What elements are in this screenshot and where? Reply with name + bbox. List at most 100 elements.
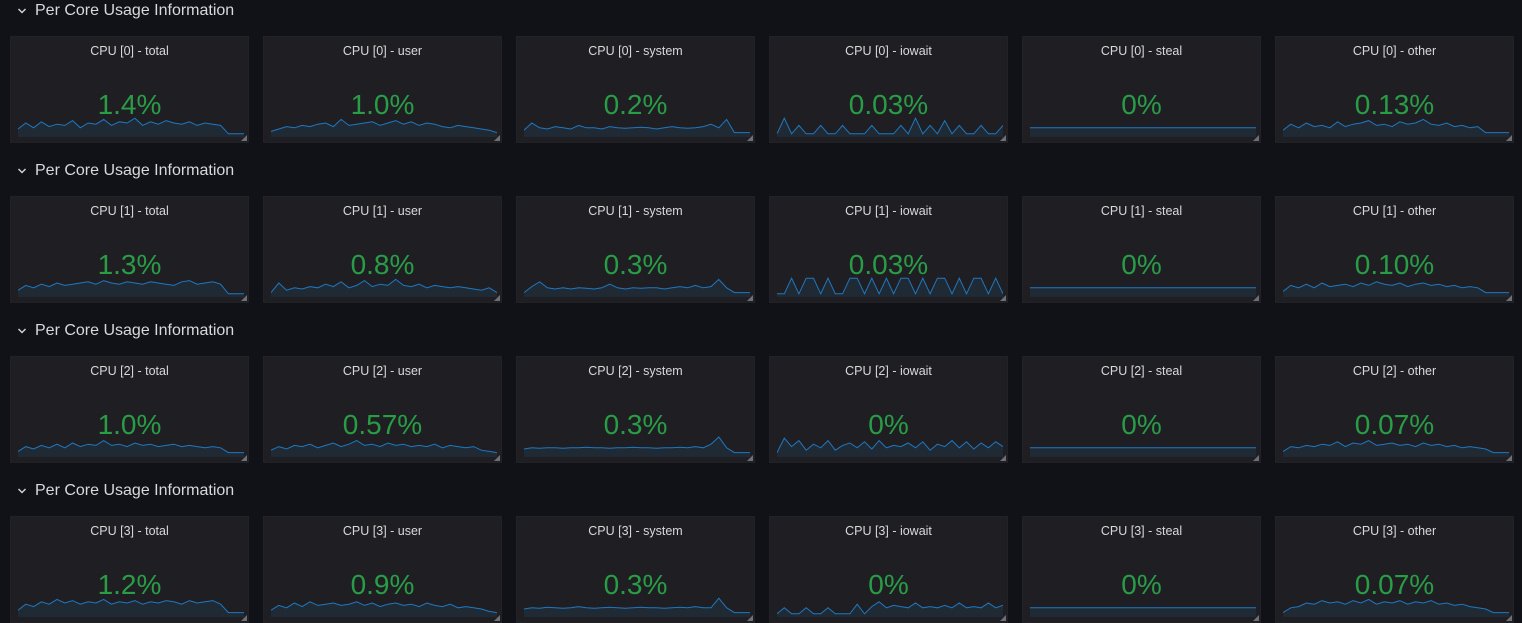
chevron-down-icon[interactable] (15, 324, 29, 338)
panel-title[interactable]: CPU [0] - steal (1100, 44, 1183, 58)
stat-panel[interactable]: CPU [2] - steal 0% (1022, 356, 1261, 463)
resize-handle-icon[interactable] (747, 455, 753, 461)
resize-handle-icon[interactable] (1506, 455, 1512, 461)
stat-panel[interactable]: CPU [0] - system 0.2% (516, 36, 755, 143)
panel-title[interactable]: CPU [2] - system (588, 364, 683, 378)
stat-panel[interactable]: CPU [1] - system 0.3% (516, 196, 755, 303)
resize-handle-icon[interactable] (1506, 295, 1512, 301)
stat-panel[interactable]: CPU [0] - other 0.13% (1275, 36, 1514, 143)
stat-panel[interactable]: CPU [0] - total 1.4% (10, 36, 249, 143)
resize-handle-icon[interactable] (1253, 135, 1259, 141)
stat-panel[interactable]: CPU [1] - steal 0% (1022, 196, 1261, 303)
resize-handle-icon[interactable] (1000, 455, 1006, 461)
sparkline-area (1283, 440, 1509, 457)
stat-panel[interactable]: CPU [0] - iowait 0.03% (769, 36, 1008, 143)
panel-title[interactable]: CPU [2] - user (342, 364, 423, 378)
panel-title[interactable]: CPU [1] - iowait (845, 204, 932, 218)
resize-handle-icon[interactable] (1506, 615, 1512, 621)
resize-handle-icon[interactable] (1253, 295, 1259, 301)
stat-panel[interactable]: CPU [0] - user 1.0% (263, 36, 502, 143)
sparkline-area (1283, 119, 1509, 137)
sparkline (18, 280, 244, 297)
sparkline-line (18, 440, 244, 454)
stat-panel[interactable]: CPU [2] - iowait 0% (769, 356, 1008, 463)
panel-title[interactable]: CPU [3] - user (342, 524, 423, 538)
panel-title[interactable]: CPU [0] - iowait (845, 44, 932, 58)
sparkline (18, 117, 244, 137)
panel-title[interactable]: CPU [0] - user (342, 44, 423, 58)
stat-panel[interactable]: CPU [3] - other 0.07% (1275, 516, 1514, 623)
stat-panel[interactable]: CPU [2] - total 1.0% (10, 356, 249, 463)
panel-title[interactable]: CPU [1] - other (1352, 204, 1437, 218)
resize-handle-icon[interactable] (1000, 295, 1006, 301)
sparkline (777, 437, 1003, 457)
resize-handle-icon[interactable] (1253, 615, 1259, 621)
chevron-down-icon[interactable] (15, 4, 29, 18)
stat-panel[interactable]: CPU [1] - user 0.8% (263, 196, 502, 303)
row-header[interactable]: Per Core Usage Information (0, 0, 1522, 22)
panel-title[interactable]: CPU [2] - other (1352, 364, 1437, 378)
sparkline-area (777, 118, 1003, 137)
stat-panel[interactable]: CPU [3] - steal 0% (1022, 516, 1261, 623)
resize-handle-icon[interactable] (1000, 615, 1006, 621)
panel-title[interactable]: CPU [2] - steal (1100, 364, 1183, 378)
stat-panel[interactable]: CPU [3] - total 1.2% (10, 516, 249, 623)
row-header[interactable]: Per Core Usage Information (0, 160, 1522, 182)
panel-title[interactable]: CPU [3] - system (588, 524, 683, 538)
resize-handle-icon[interactable] (494, 135, 500, 141)
sparkline-line (777, 277, 1003, 295)
panel-title[interactable]: CPU [2] - iowait (845, 364, 932, 378)
resize-handle-icon[interactable] (747, 295, 753, 301)
panel-title[interactable]: CPU [0] - total (90, 44, 169, 58)
resize-handle-icon[interactable] (1506, 135, 1512, 141)
sparkline (777, 601, 1003, 617)
chevron-down-icon[interactable] (15, 484, 29, 498)
stat-panel[interactable]: CPU [1] - iowait 0.03% (769, 196, 1008, 303)
panel-title[interactable]: CPU [3] - other (1352, 524, 1437, 538)
panel-title[interactable]: CPU [1] - user (342, 204, 423, 218)
stat-panel[interactable]: CPU [3] - iowait 0% (769, 516, 1008, 623)
panel-title[interactable]: CPU [1] - system (588, 204, 683, 218)
sparkline-line (524, 118, 750, 134)
resize-handle-icon[interactable] (241, 135, 247, 141)
chevron-down-icon[interactable] (15, 164, 29, 178)
resize-handle-icon[interactable] (747, 615, 753, 621)
sparkline-line (1283, 118, 1509, 134)
panel-title[interactable]: CPU [2] - total (90, 364, 169, 378)
sparkline-area (18, 280, 244, 297)
stat-panel[interactable]: CPU [1] - other 0.10% (1275, 196, 1514, 303)
resize-handle-icon[interactable] (494, 295, 500, 301)
sparkline-area (777, 438, 1003, 457)
resize-handle-icon[interactable] (747, 135, 753, 141)
panel-title[interactable]: CPU [1] - steal (1100, 204, 1183, 218)
resize-handle-icon[interactable] (494, 615, 500, 621)
panel-title[interactable]: CPU [3] - iowait (845, 524, 932, 538)
stat-value: 0% (1121, 409, 1162, 440)
resize-handle-icon[interactable] (494, 455, 500, 461)
stat-value: 1.2% (97, 569, 162, 600)
stat-value: 1.0% (97, 409, 162, 440)
resize-handle-icon[interactable] (241, 295, 247, 301)
sparkline (1030, 607, 1256, 617)
stat-panel[interactable]: CPU [1] - total 1.3% (10, 196, 249, 303)
stat-panel[interactable]: CPU [2] - other 0.07% (1275, 356, 1514, 463)
panel-title[interactable]: CPU [3] - total (90, 524, 169, 538)
sparkline-line (1283, 281, 1509, 294)
stat-panel[interactable]: CPU [2] - system 0.3% (516, 356, 755, 463)
panel-title[interactable]: CPU [1] - total (90, 204, 169, 218)
stat-panel[interactable]: CPU [2] - user 0.57% (263, 356, 502, 463)
panel-title[interactable]: CPU [3] - steal (1100, 524, 1183, 538)
resize-handle-icon[interactable] (1000, 135, 1006, 141)
resize-handle-icon[interactable] (241, 455, 247, 461)
stat-panel[interactable]: CPU [0] - steal 0% (1022, 36, 1261, 143)
resize-handle-icon[interactable] (241, 615, 247, 621)
sparkline-area (1030, 127, 1256, 137)
panel-title[interactable]: CPU [0] - system (588, 44, 683, 58)
row-header[interactable]: Per Core Usage Information (0, 480, 1522, 502)
sparkline-line (777, 117, 1003, 135)
stat-panel[interactable]: CPU [3] - user 0.9% (263, 516, 502, 623)
stat-panel[interactable]: CPU [3] - system 0.3% (516, 516, 755, 623)
row-header[interactable]: Per Core Usage Information (0, 320, 1522, 342)
resize-handle-icon[interactable] (1253, 455, 1259, 461)
panel-title[interactable]: CPU [0] - other (1352, 44, 1437, 58)
